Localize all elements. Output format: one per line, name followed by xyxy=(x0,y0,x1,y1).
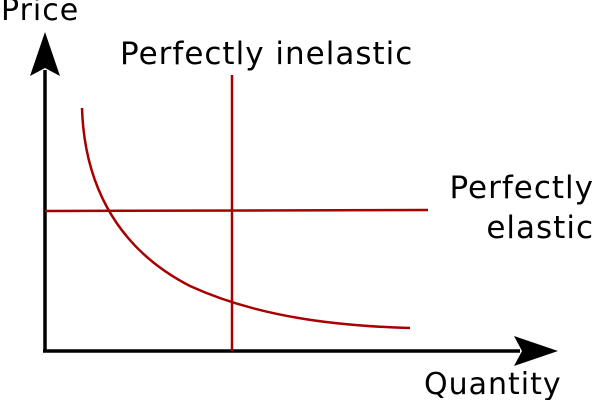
y-axis-label: Price xyxy=(1,0,79,28)
x-axis-arrowhead xyxy=(514,336,558,366)
elastic-label-line2: elastic xyxy=(486,210,594,246)
x-axis-label: Quantity xyxy=(424,367,562,400)
perfectly-elastic-line xyxy=(44,208,429,213)
demand-curve xyxy=(80,107,411,330)
inelastic-label: Perfectly inelastic xyxy=(120,36,413,72)
y-axis-arrowhead xyxy=(30,32,60,76)
elastic-label-line1: Perfectly xyxy=(449,170,594,206)
